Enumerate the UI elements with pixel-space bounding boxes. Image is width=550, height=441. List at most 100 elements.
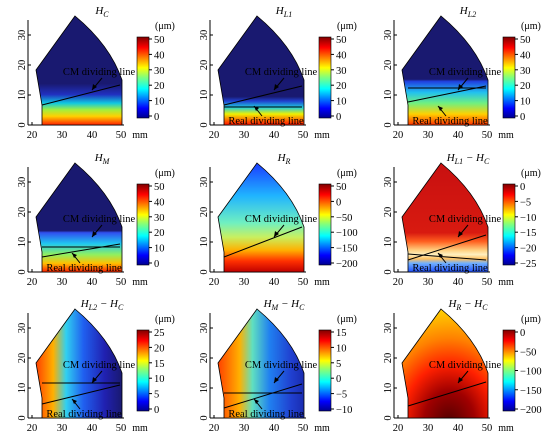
y-tick-label: 10 [383,383,394,394]
y-tick-label: 0 [199,122,210,127]
colorbar-tick-label: −100 [520,367,542,378]
real-arrow-head [72,399,77,404]
panels-layer: HC 0 10 20 30 20 30 40 50 mm CM dividing line (μm) 5… [17,5,542,434]
real-arrow-head [438,253,443,258]
panel-title: HL1 [275,5,292,19]
cm-dividing-line [223,383,303,409]
colorbar-tick-label: 10 [336,97,347,108]
cm-dividing-line-label: CM dividing line [245,67,318,78]
x-tick-label: 40 [453,130,464,141]
colorbar-unit: (μm) [521,168,541,179]
colorbar [136,36,150,119]
colorbar-tick-label: 0 [520,328,525,339]
cm-dividing-line-label: CM dividing line [429,360,502,371]
y-tick-label: 10 [199,383,210,394]
y-tick-label: 30 [199,30,210,41]
colorbar-tick-label: 0 [520,112,525,123]
y-tick-label: 30 [17,30,28,41]
x-tick-label: 20 [209,423,220,434]
colorbar [318,183,332,266]
colorbar-tick-label: 25 [154,328,165,339]
colorbar-tick-label: −200 [336,259,358,270]
cm-dividing-line [223,226,303,258]
x-tick-label: 20 [27,423,38,434]
y-tick-label: 10 [17,383,28,394]
colorbar [136,329,150,412]
panel-4: HM 0 10 20 30 20 30 40 50 mm CM dividing line Real … [17,152,175,288]
x-tick-label: 40 [269,277,280,288]
y-tick-label: 30 [383,177,394,188]
y-tick-label: 10 [199,237,210,248]
x-tick-label: 40 [87,130,98,141]
colorbar-tick-label: −150 [520,386,542,397]
colorbar-tick-label: 15 [154,359,165,370]
colorbar-tick-label: 50 [336,35,347,46]
cm-arrow-head [274,231,279,237]
panel-title: HM [94,152,111,166]
colorbar-tick-label: 40 [154,50,165,61]
y-tick-label: 20 [383,353,394,364]
panel-6: HL1 − HC 0 10 20 30 20 30 40 50 mm CM dividing lin… [383,152,541,288]
cm-dividing-line [41,384,121,405]
cm-arrow-head [458,231,463,237]
panel-2: HL1 0 10 20 30 20 30 40 50 mm CM dividing line Real… [199,5,357,141]
y-tick-label: 0 [383,122,394,127]
panel-title: HM − HC [263,298,306,312]
panel-title: HR − HC [447,298,488,312]
x-axis-unit: mm [132,423,148,434]
cm-dividing-line [41,84,121,106]
colorbar-tick-label: 50 [336,182,347,193]
colorbar-tick-label: 10 [154,374,165,385]
cm-dividing-line [41,243,121,258]
real-dividing-line-label: Real dividing line [412,263,488,274]
y-tick-label: 30 [17,177,28,188]
panel-3: HL2 0 10 20 30 20 30 40 50 mm CM dividing line Real… [383,5,541,141]
real-arrow-head [254,399,259,404]
x-tick-label: 20 [27,130,38,141]
colorbar-tick-label: 20 [520,81,531,92]
colorbar-tick-label: 30 [154,66,165,77]
colorbar-unit: (μm) [155,168,175,179]
colorbar-tick-label: 50 [520,35,531,46]
x-tick-label: 40 [453,277,464,288]
x-tick-label: 50 [298,423,309,434]
panel-9: HR − HC 0 10 20 30 20 30 40 50 mm CM dividing line… [383,298,542,434]
thickness-field [217,308,305,419]
y-tick-label: 20 [17,60,28,71]
colorbar-unit: (μm) [155,314,175,325]
panel-5: HR 0 10 20 30 20 30 40 50 mm CM dividing line (μm) 5… [199,152,358,288]
colorbar-tick-label: −10 [520,213,536,224]
y-tick-label: 0 [17,122,28,127]
cm-dividing-line [407,85,487,103]
x-tick-label: 50 [116,277,127,288]
x-axis-unit: mm [498,423,514,434]
cm-dividing-line-label: CM dividing line [429,214,502,225]
colorbar-tick-label: 40 [336,50,347,61]
cm-dividing-line-label: CM dividing line [429,67,502,78]
panel-title: HR [277,152,291,166]
y-tick-label: 0 [199,415,210,420]
colorbar-tick-label: −20 [520,244,536,255]
real-dividing-line [407,253,487,261]
colorbar-tick-label: 0 [154,112,159,123]
panel-title: HC [94,5,109,19]
panel-title: HL2 [459,5,476,19]
colorbar-unit: (μm) [521,21,541,32]
colorbar-unit: (μm) [337,168,357,179]
x-tick-label: 20 [393,130,404,141]
colorbar-tick-label: 20 [154,81,165,92]
x-axis-unit: mm [314,277,330,288]
cm-arrow-head [458,377,463,383]
colorbar [502,183,516,266]
y-tick-label: 20 [383,60,394,71]
colorbar-tick-label: 0 [154,259,159,270]
colorbar-tick-label: 50 [154,182,165,193]
colorbar-tick-label: 0 [336,374,341,385]
x-axis-unit: mm [314,423,330,434]
x-tick-label: 20 [209,130,220,141]
colorbar [318,329,332,412]
panel-1: HC 0 10 20 30 20 30 40 50 mm CM dividing line (μm) 5… [17,5,175,141]
colorbar-tick-label: 30 [520,66,531,77]
y-tick-label: 20 [199,60,210,71]
